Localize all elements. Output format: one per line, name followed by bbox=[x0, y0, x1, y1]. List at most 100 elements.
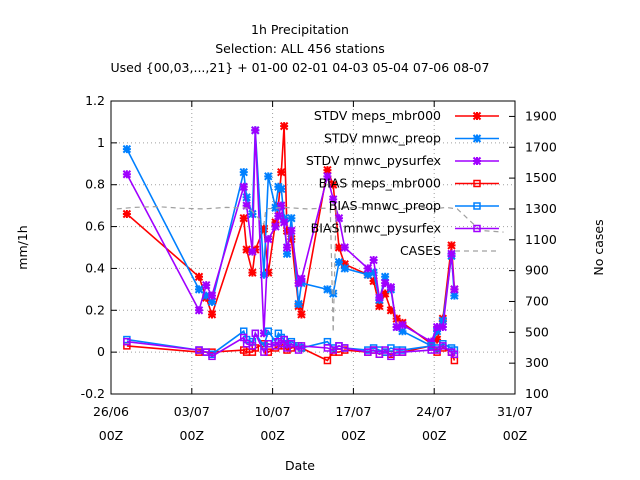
legend-marker bbox=[473, 179, 481, 188]
y2-tick-label: 1700 bbox=[525, 139, 557, 154]
data-point bbox=[202, 280, 211, 290]
data-point bbox=[264, 340, 273, 348]
data-point bbox=[398, 327, 407, 336]
y-tick-label: 1.2 bbox=[85, 93, 105, 108]
data-point bbox=[202, 291, 211, 300]
series-line bbox=[116, 205, 504, 333]
legend-label: BIAS meps_mbr000 bbox=[319, 176, 441, 191]
data-point bbox=[329, 346, 337, 354]
legend-label: STDV meps_mbr000 bbox=[314, 108, 441, 123]
data-point bbox=[239, 167, 248, 177]
x-tick-label: 26/06 bbox=[93, 404, 129, 419]
data-point bbox=[194, 272, 204, 282]
data-point bbox=[334, 257, 344, 267]
data-point bbox=[387, 352, 395, 361]
data-point bbox=[271, 203, 280, 212]
legend-label: BIAS mnwc_pysurfex bbox=[311, 221, 441, 236]
data-point bbox=[282, 243, 292, 252]
y-tick-label: 0.6 bbox=[85, 219, 105, 234]
data-point bbox=[375, 301, 384, 311]
x-tick-label: 17/07 bbox=[335, 404, 371, 419]
data-point bbox=[323, 172, 332, 181]
y-tick-label: 0.2 bbox=[85, 302, 105, 317]
data-point bbox=[294, 278, 303, 288]
x-tick-label: 03/07 bbox=[174, 404, 210, 419]
data-point bbox=[287, 340, 296, 348]
y2-tick-label: 1900 bbox=[525, 108, 557, 123]
data-point bbox=[369, 255, 378, 265]
data-point bbox=[279, 218, 289, 227]
data-point bbox=[340, 344, 349, 352]
series-bias-mnwc-pysurfex bbox=[123, 329, 459, 361]
data-point bbox=[264, 172, 273, 181]
x-tick-label: 00Z bbox=[260, 428, 284, 443]
x-tick-label: 10/07 bbox=[255, 404, 291, 419]
legend-marker bbox=[473, 224, 481, 233]
data-point bbox=[248, 342, 257, 350]
data-point bbox=[334, 243, 344, 252]
y2-tick-label: 1500 bbox=[525, 170, 557, 185]
data-point bbox=[279, 121, 289, 131]
legend-label: STDV mnwc_preop bbox=[324, 131, 441, 146]
data-point bbox=[427, 337, 436, 346]
series-cases bbox=[116, 205, 504, 333]
data-point bbox=[439, 342, 447, 350]
data-point bbox=[450, 285, 459, 294]
x-tick-label: 00Z bbox=[99, 428, 123, 443]
y2-tick-label: 900 bbox=[525, 263, 549, 278]
data-point bbox=[283, 344, 291, 352]
data-point bbox=[323, 356, 332, 365]
data-point bbox=[239, 213, 248, 223]
data-point bbox=[208, 352, 216, 361]
data-point bbox=[271, 222, 280, 231]
data-point bbox=[433, 346, 441, 354]
y-tick-label: 0.4 bbox=[85, 260, 105, 275]
data-point bbox=[287, 234, 296, 244]
data-point bbox=[287, 226, 296, 235]
data-point bbox=[447, 249, 456, 258]
data-point bbox=[323, 165, 332, 175]
data-point bbox=[277, 184, 286, 194]
y-tick-label: 0.8 bbox=[85, 177, 105, 192]
data-point bbox=[122, 170, 132, 179]
data-point bbox=[282, 226, 292, 235]
data-point bbox=[271, 218, 280, 227]
legend-marker bbox=[472, 111, 482, 121]
data-point bbox=[328, 180, 338, 189]
data-point bbox=[340, 260, 349, 269]
x-tick-label: 00Z bbox=[422, 428, 446, 443]
data-point bbox=[369, 276, 378, 286]
data-point bbox=[264, 268, 273, 277]
y-tick-label: 0 bbox=[97, 344, 105, 359]
data-point bbox=[297, 310, 306, 319]
data-point bbox=[277, 167, 286, 177]
data-point bbox=[363, 264, 373, 273]
x-axis-label: Date bbox=[285, 458, 315, 473]
data-point bbox=[122, 144, 132, 154]
data-point bbox=[207, 310, 217, 319]
data-point bbox=[274, 211, 283, 221]
data-point bbox=[248, 268, 257, 277]
data-point bbox=[123, 337, 131, 346]
legend-label: STDV mnwc_pysurfex bbox=[306, 153, 441, 168]
data-point bbox=[251, 329, 260, 338]
data-point bbox=[260, 348, 268, 356]
data-point bbox=[248, 209, 257, 219]
title-line: 1h Precipitation bbox=[251, 22, 349, 37]
y-tick-label: -0.2 bbox=[81, 386, 105, 401]
data-point bbox=[251, 126, 260, 135]
data-point bbox=[323, 285, 332, 294]
title-line: Selection: ALL 456 stations bbox=[215, 41, 385, 56]
data-point bbox=[381, 346, 389, 354]
y2-tick-label: 300 bbox=[525, 355, 549, 370]
series-stdv-mnwc-pysurfex bbox=[122, 126, 459, 346]
data-point bbox=[334, 213, 344, 223]
data-point bbox=[297, 274, 306, 284]
data-point bbox=[242, 193, 251, 202]
data-point bbox=[264, 348, 273, 356]
legend-marker bbox=[472, 134, 482, 143]
legend: STDV meps_mbr000 STDV mnwc_preop STDV mnwc… bbox=[306, 108, 499, 258]
data-point bbox=[340, 243, 349, 252]
data-point bbox=[242, 245, 251, 254]
y2-axis-label: No cases bbox=[591, 219, 606, 275]
